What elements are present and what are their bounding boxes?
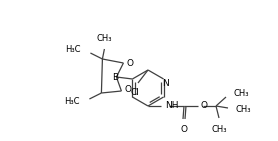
Text: O: O bbox=[126, 60, 133, 69]
Text: B: B bbox=[112, 72, 118, 81]
Text: O: O bbox=[180, 125, 187, 134]
Text: N: N bbox=[162, 79, 169, 88]
Text: NH: NH bbox=[165, 102, 178, 111]
Text: H₃C: H₃C bbox=[65, 46, 80, 55]
Text: Cl: Cl bbox=[131, 88, 140, 97]
Text: O: O bbox=[201, 102, 208, 111]
Text: H₃C: H₃C bbox=[64, 97, 80, 106]
Text: O: O bbox=[125, 85, 131, 94]
Text: CH₃: CH₃ bbox=[211, 125, 227, 134]
Text: CH₃: CH₃ bbox=[236, 104, 252, 114]
Text: CH₃: CH₃ bbox=[234, 90, 249, 99]
Text: CH₃: CH₃ bbox=[97, 34, 112, 43]
